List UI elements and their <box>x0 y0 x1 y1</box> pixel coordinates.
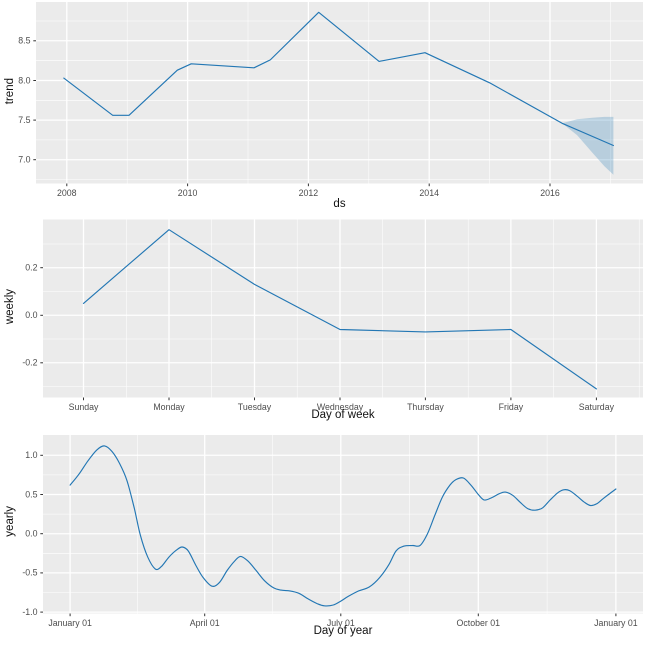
trend-x-tick-label: 2016 <box>540 188 560 198</box>
weekly-x-axis-title: Day of week <box>311 409 375 421</box>
weekly-x-tick-label: Saturday <box>579 402 615 412</box>
yearly-x-axis-title: Day of year <box>313 625 373 637</box>
yearly-panel-background <box>43 435 643 614</box>
trend-y-tick-label: 8.5 <box>18 36 30 46</box>
trend-x-tick-label: 2012 <box>299 188 319 198</box>
weekly-x-tick-label: Thursday <box>407 402 444 412</box>
yearly-series-line <box>69 445 617 607</box>
yearly-y-axis-title: yearly <box>4 506 16 537</box>
weekly-x-tick-label: Monday <box>153 402 185 412</box>
yearly-y-tick-label: 0.0 <box>25 529 37 539</box>
yearly-y-tick-label: -0.5 <box>22 568 37 578</box>
trend-y-tick-label: 7.0 <box>18 155 30 165</box>
trend-x-axis-title: ds <box>333 198 346 210</box>
trend-x-tick-label: 2014 <box>419 188 439 198</box>
yearly-x-tick-label: January 01 <box>48 618 92 628</box>
yearly-x-tick-label: July 01 <box>327 618 355 628</box>
weekly-x-tick-label: Wednesday <box>317 402 364 412</box>
weekly-series-line <box>82 229 597 390</box>
yearly-y-tick-label: 0.5 <box>25 489 37 499</box>
trend-panel-background <box>36 2 643 184</box>
yearly-y-tick-label: 1.0 <box>25 450 37 460</box>
trend-series-line <box>63 11 614 147</box>
yearly-x-tick-label: April 01 <box>190 618 220 628</box>
weekly-y-tick-label: -0.2 <box>22 358 37 368</box>
trend-y-tick-label: 8.0 <box>18 75 30 85</box>
trend-uncertainty-band <box>562 116 614 175</box>
yearly-x-tick-label: January 01 <box>594 618 638 628</box>
weekly-y-axis-title: weekly <box>4 289 16 325</box>
weekly-x-tick-label: Tuesday <box>238 402 272 412</box>
weekly-x-tick-label: Sunday <box>69 402 99 412</box>
trend-y-axis-title: trend <box>4 78 16 105</box>
yearly-x-tick-label: October 01 <box>457 618 501 628</box>
trend-y-tick-label: 7.5 <box>18 115 30 125</box>
weekly-y-tick-label: 0.2 <box>25 263 37 273</box>
yearly-y-tick-label: -1.0 <box>22 607 37 617</box>
trend-x-tick-label: 2010 <box>178 188 198 198</box>
weekly-panel-background <box>43 219 643 398</box>
trend-x-tick-label: 2008 <box>57 188 77 198</box>
weekly-y-tick-label: 0.0 <box>25 310 37 320</box>
weekly-x-tick-label: Friday <box>499 402 524 412</box>
